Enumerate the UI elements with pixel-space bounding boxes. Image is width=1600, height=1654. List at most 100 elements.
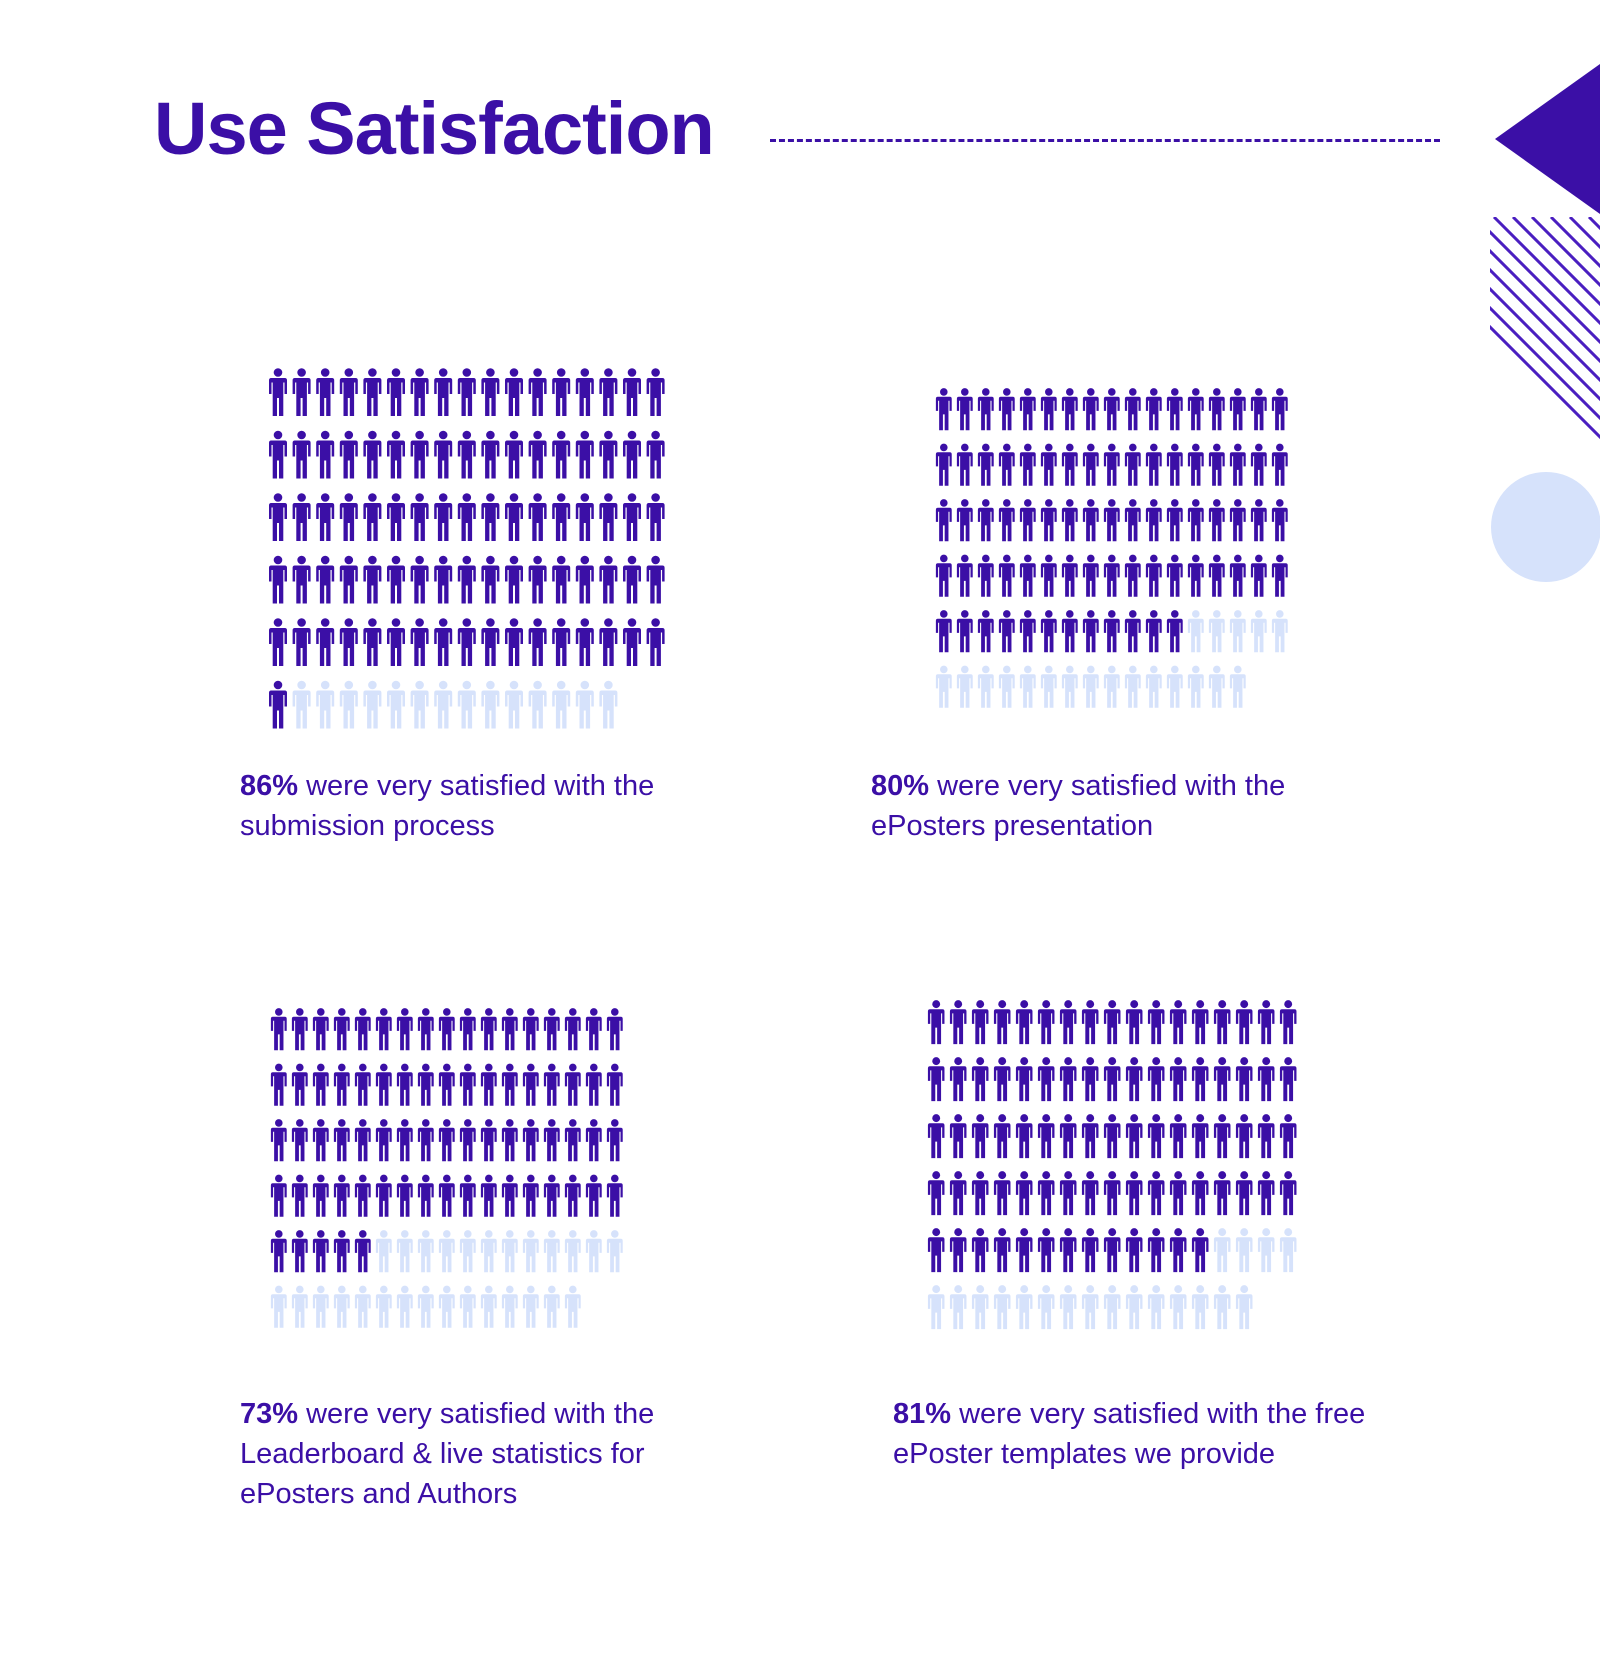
person-icon-filled	[927, 1171, 945, 1216]
person-icon-empty	[363, 680, 382, 729]
person-icon-filled	[316, 555, 335, 604]
person-icon-empty	[1250, 610, 1267, 653]
person-icon-filled	[396, 1008, 413, 1051]
person-icon-filled	[1124, 443, 1141, 486]
person-icon-filled	[1059, 1057, 1077, 1102]
person-icon-filled	[1037, 1057, 1055, 1102]
person-icon-filled	[316, 618, 335, 666]
person-icon-filled	[396, 1063, 413, 1106]
person-icon-empty	[375, 1230, 392, 1273]
person-icon-filled	[434, 493, 453, 541]
person-icon-filled	[1187, 443, 1204, 486]
person-icon-filled	[1145, 554, 1162, 597]
person-icon-filled	[1125, 1000, 1143, 1045]
person-icon-filled	[646, 430, 665, 479]
person-icon-empty	[1145, 665, 1162, 708]
caption-text: were very satisfied with the free ePoste…	[893, 1398, 1366, 1470]
person-icon-filled	[417, 1063, 434, 1106]
person-icon-filled	[585, 1174, 602, 1217]
person-icon-filled	[1037, 1114, 1055, 1159]
person-icon-filled	[387, 368, 405, 416]
person-icon-filled	[1040, 499, 1057, 542]
person-icon-filled	[1081, 1057, 1099, 1102]
person-icon-filled	[993, 1000, 1011, 1045]
person-icon-empty	[1015, 1285, 1033, 1330]
person-icon-filled	[1040, 610, 1057, 653]
caption-text: were very satisfied with the Leaderboard…	[240, 1398, 655, 1510]
caption-eposter-templates: 81% were very satisfied with the free eP…	[893, 1394, 1383, 1474]
person-icon-filled	[543, 1174, 560, 1217]
person-icon-filled	[935, 610, 952, 653]
person-icon-filled	[269, 368, 287, 416]
person-icon-filled	[1040, 554, 1057, 597]
person-icon-filled	[270, 1119, 287, 1162]
person-icon-filled	[993, 1114, 1011, 1159]
person-icon-filled	[606, 1174, 623, 1217]
person-icon-filled	[481, 368, 500, 416]
circle-shape	[1491, 472, 1600, 582]
person-icon-filled	[1208, 554, 1225, 597]
person-icon-filled	[1103, 1171, 1121, 1216]
person-icon-filled	[339, 430, 358, 479]
person-icon-filled	[998, 499, 1015, 542]
person-icon-filled	[998, 610, 1015, 653]
person-icon-filled	[552, 493, 571, 541]
person-icon-empty	[375, 1285, 392, 1328]
person-icon-filled	[1082, 554, 1099, 597]
person-icon-filled	[1271, 554, 1288, 597]
person-icon-empty	[528, 680, 547, 729]
person-icon-filled	[528, 618, 547, 666]
person-icon-filled	[505, 555, 523, 604]
person-icon-filled	[457, 430, 476, 479]
person-icon-empty	[977, 665, 994, 708]
person-icon-filled	[501, 1174, 518, 1217]
person-icon-filled	[396, 1119, 413, 1162]
person-icon-empty	[1061, 665, 1078, 708]
person-icon-empty	[599, 680, 618, 729]
person-icon-filled	[564, 1008, 581, 1051]
caption-eposters-presentation: 80% were very satisfied with the ePoster…	[871, 766, 1391, 846]
person-icon-empty	[1082, 665, 1099, 708]
person-icon-filled	[585, 1063, 602, 1106]
person-icon-filled	[1015, 1057, 1033, 1102]
person-icon-filled	[501, 1008, 518, 1051]
person-icon-filled	[998, 443, 1015, 486]
person-icon-filled	[375, 1119, 392, 1162]
person-icon-empty	[1208, 665, 1225, 708]
person-icon-empty	[387, 680, 405, 729]
person-icon-filled	[977, 610, 994, 653]
person-icon-filled	[1103, 1000, 1121, 1045]
person-icon-filled	[528, 493, 547, 541]
person-icon-filled	[270, 1174, 287, 1217]
person-icon-filled	[1061, 443, 1078, 486]
person-icon-filled	[1124, 388, 1141, 431]
person-icon-filled	[387, 430, 405, 479]
person-icon-filled	[1213, 1171, 1231, 1216]
stripe-line	[1549, 217, 1600, 269]
person-icon-filled	[998, 388, 1015, 431]
person-icon-filled	[375, 1008, 392, 1051]
person-icon-empty	[481, 680, 500, 729]
person-icon-empty	[543, 1285, 560, 1328]
person-icon-filled	[599, 618, 618, 666]
diagonal-stripes	[1490, 217, 1600, 440]
person-icon-filled	[269, 618, 287, 666]
person-icon-filled	[1015, 1114, 1033, 1159]
person-icon-filled	[375, 1063, 392, 1106]
person-icon-empty	[312, 1285, 329, 1328]
person-icon-filled	[1037, 1228, 1055, 1273]
person-icon-filled	[270, 1063, 287, 1106]
person-icon-empty	[993, 1285, 1011, 1330]
person-icon-filled	[410, 430, 429, 479]
person-icon-empty	[1257, 1228, 1275, 1273]
person-icon-filled	[269, 493, 287, 541]
person-icon-filled	[457, 555, 476, 604]
person-icon-filled	[956, 499, 973, 542]
person-icon-filled	[481, 493, 500, 541]
person-icon-filled	[1235, 1057, 1253, 1102]
person-icon-filled	[971, 1057, 989, 1102]
person-icon-filled	[339, 618, 358, 666]
person-icon-filled	[646, 555, 665, 604]
person-icon-filled	[1059, 1000, 1077, 1045]
person-icon-filled	[333, 1174, 350, 1217]
